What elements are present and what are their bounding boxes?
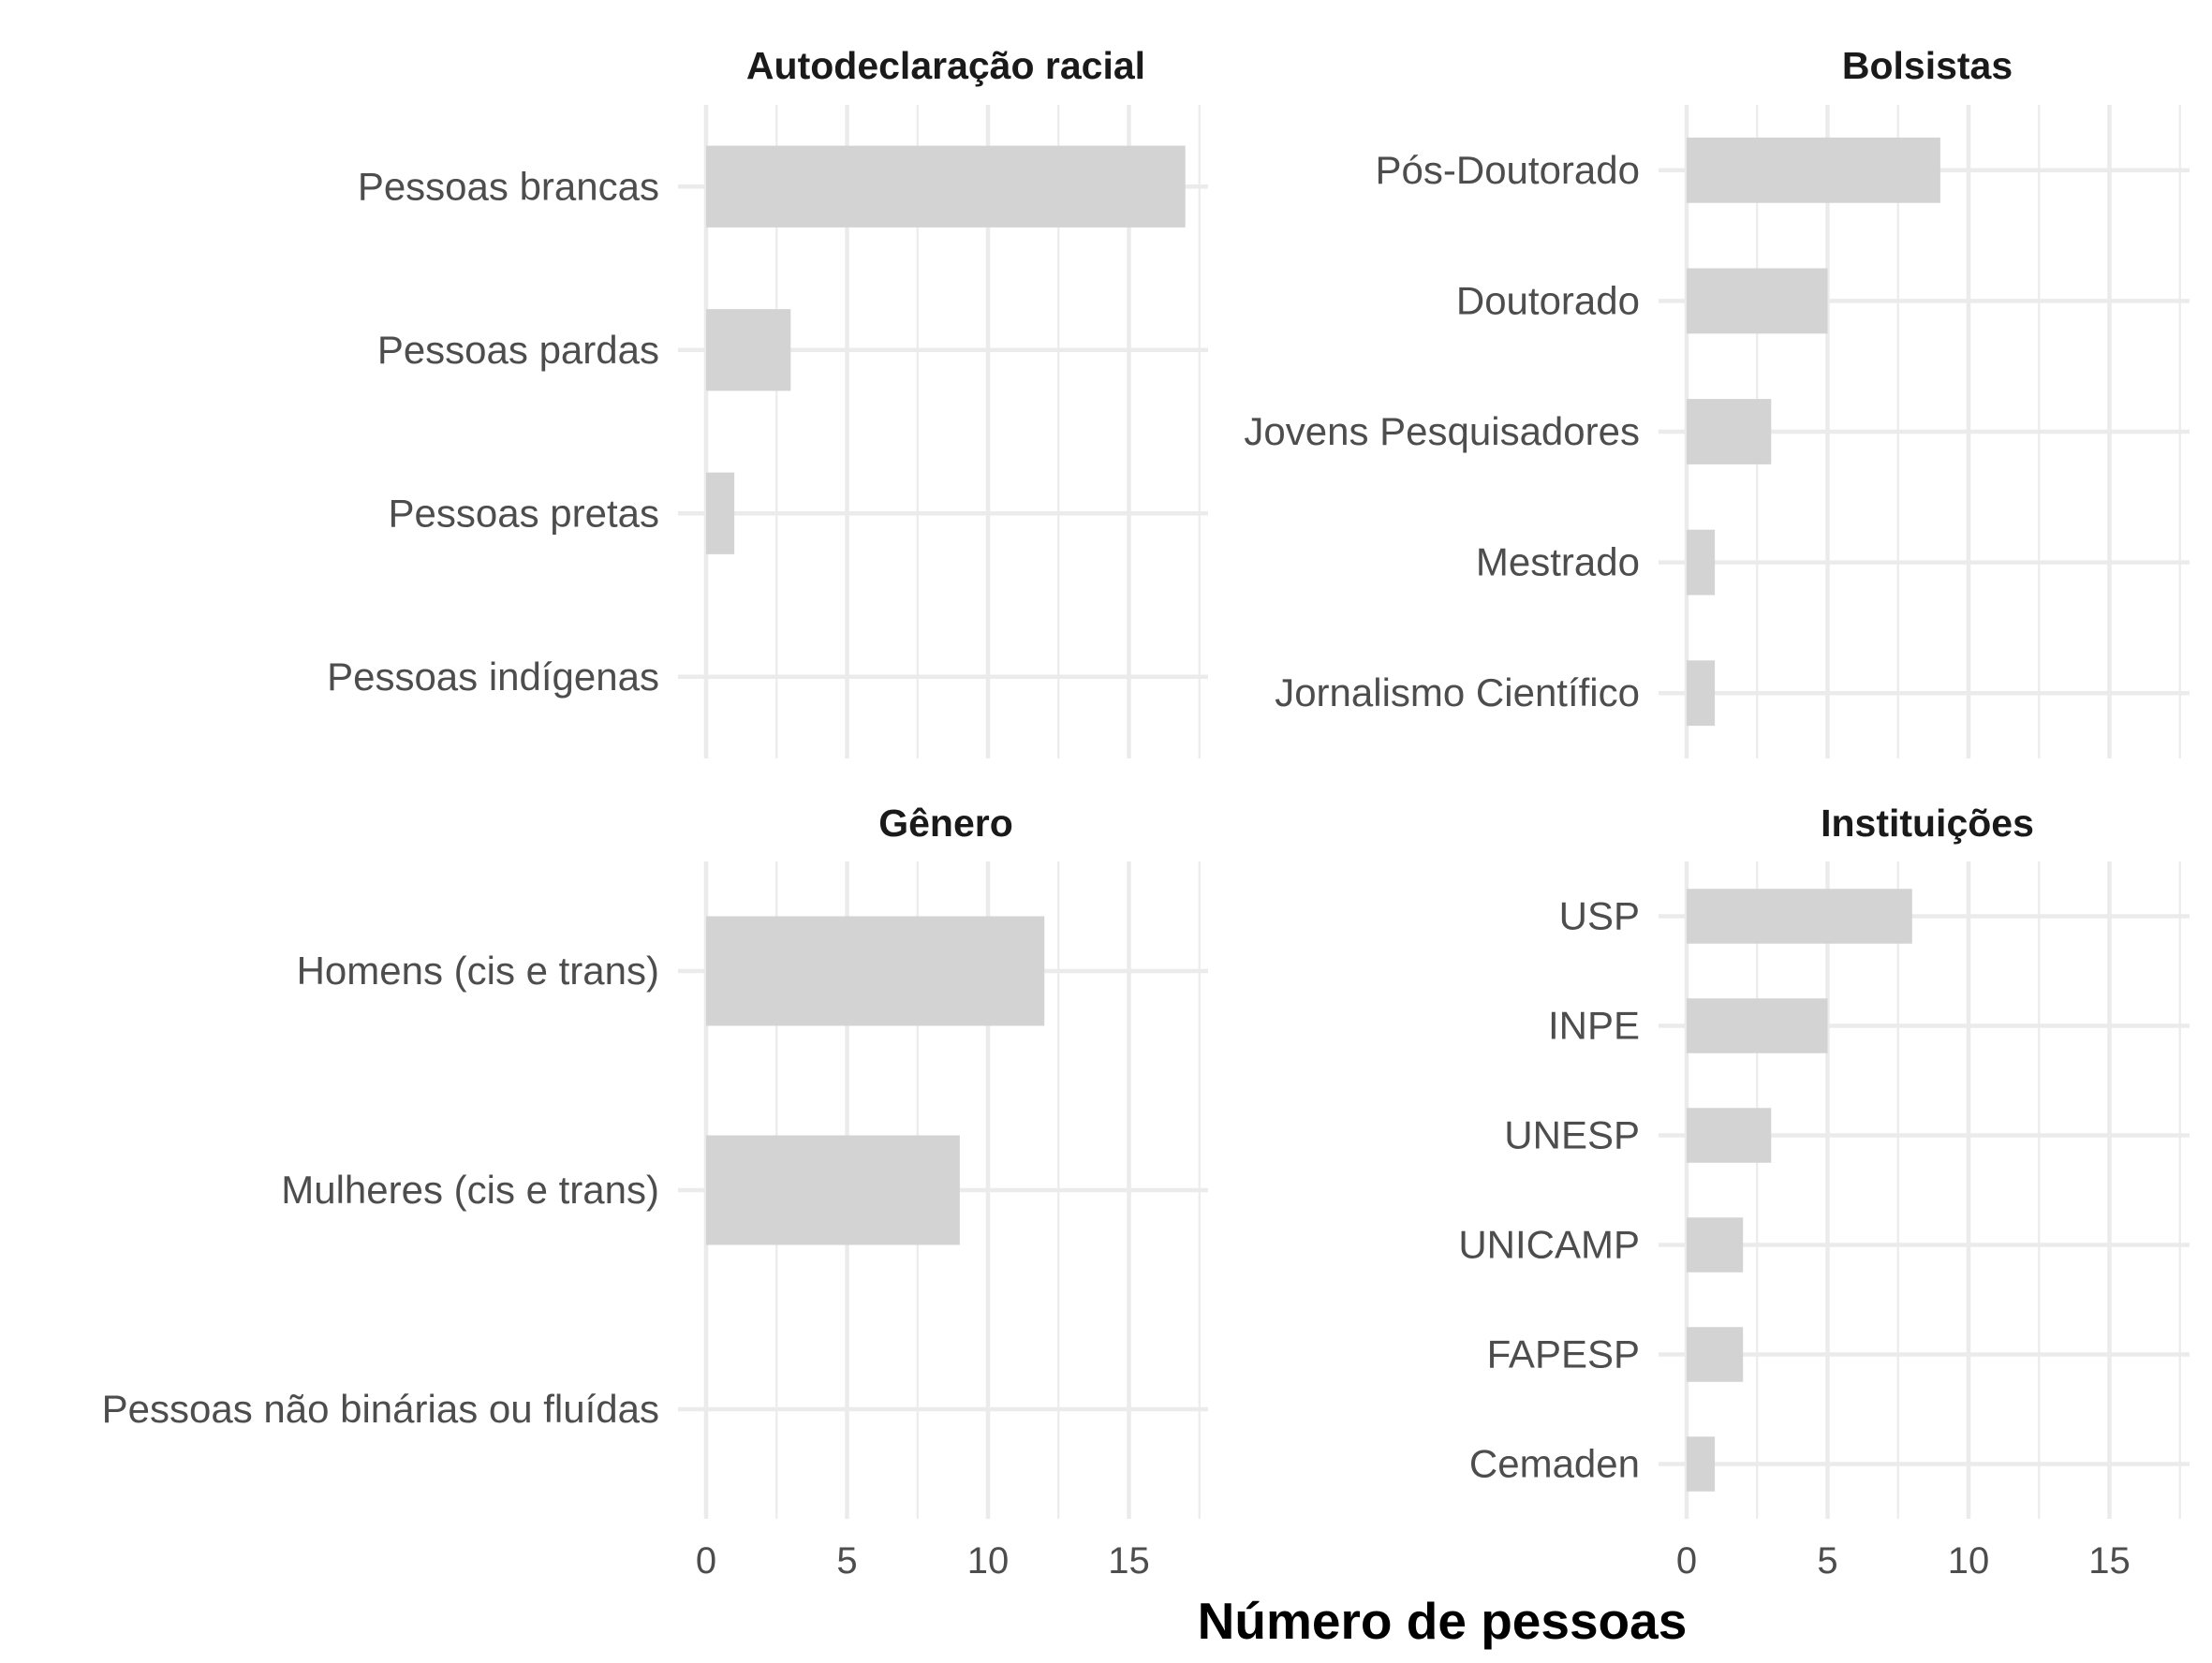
category-label: Mestrado	[1476, 540, 1640, 584]
bar	[706, 472, 735, 554]
bar	[1687, 399, 1772, 464]
bar	[1687, 1108, 1772, 1163]
panel-title: Gênero	[878, 802, 1013, 845]
category-label: Pessoas pretas	[389, 491, 660, 535]
x-tick-label: 0	[696, 1540, 716, 1582]
panel-title: Bolsistas	[1842, 44, 2013, 87]
x-tick-label: 5	[1817, 1540, 1837, 1582]
category-label: Cemaden	[1469, 1442, 1640, 1486]
bar	[1687, 268, 1828, 334]
category-label: Pessoas indígenas	[327, 655, 659, 699]
bar	[706, 309, 791, 391]
bar	[1687, 1327, 1744, 1382]
category-label: Pós-Doutorado	[1376, 148, 1641, 192]
category-label: USP	[1559, 894, 1640, 938]
x-tick-label: 10	[1948, 1540, 1990, 1582]
x-tick-label: 10	[967, 1540, 1010, 1582]
bar	[1687, 998, 1828, 1053]
category-label: Pessoas não binárias ou fluídas	[102, 1387, 659, 1431]
bar	[1687, 1436, 1716, 1492]
facet-panel: Homens (cis e trans) Mulheres (cis e tran…	[102, 802, 1208, 1582]
x-tick-label: 0	[1676, 1540, 1697, 1582]
facet-panel: Pós-Doutorado Doutorado Jovens Pesquisador…	[1244, 44, 2190, 758]
facet-panel: USP INPE UNESP UNICAMP FAPESP Cemaden Institui…	[1458, 802, 2190, 1582]
category-label: FAPESP	[1487, 1332, 1640, 1376]
category-label: Doutorado	[1456, 278, 1640, 322]
category-label: Jovens Pesquisadores	[1244, 409, 1640, 453]
bar	[1687, 1217, 1744, 1273]
bar	[1687, 529, 1716, 596]
category-label: Pessoas brancas	[358, 164, 659, 208]
bar	[1687, 889, 1912, 944]
panel-title: Autodeclaração racial	[746, 44, 1145, 87]
bar	[1687, 137, 1940, 203]
x-tick-label: 15	[1108, 1540, 1150, 1582]
category-label: Pessoas pardas	[377, 328, 659, 372]
category-label: Mulheres (cis e trans)	[281, 1168, 659, 1212]
category-label: INPE	[1548, 1004, 1640, 1048]
x-axis-title: Número de pessoas	[1198, 1592, 1688, 1650]
bar	[706, 916, 1045, 1026]
bar	[706, 145, 1186, 228]
panels-layer: Pessoas brancas Pessoas pardas Pessoas pre…	[102, 44, 2190, 1582]
x-tick-label: 5	[836, 1540, 857, 1582]
x-tick-label: 15	[2088, 1540, 2131, 1582]
category-label: UNESP	[1504, 1113, 1640, 1157]
category-label: Jornalismo Científico	[1275, 670, 1640, 714]
bar	[706, 1135, 960, 1245]
facet-panel: Pessoas brancas Pessoas pardas Pessoas pre…	[327, 44, 1208, 758]
category-label: UNICAMP	[1458, 1223, 1640, 1267]
panel-title: Instituições	[1821, 802, 2034, 845]
category-label: Homens (cis e trans)	[297, 949, 659, 993]
bar	[1687, 660, 1716, 727]
